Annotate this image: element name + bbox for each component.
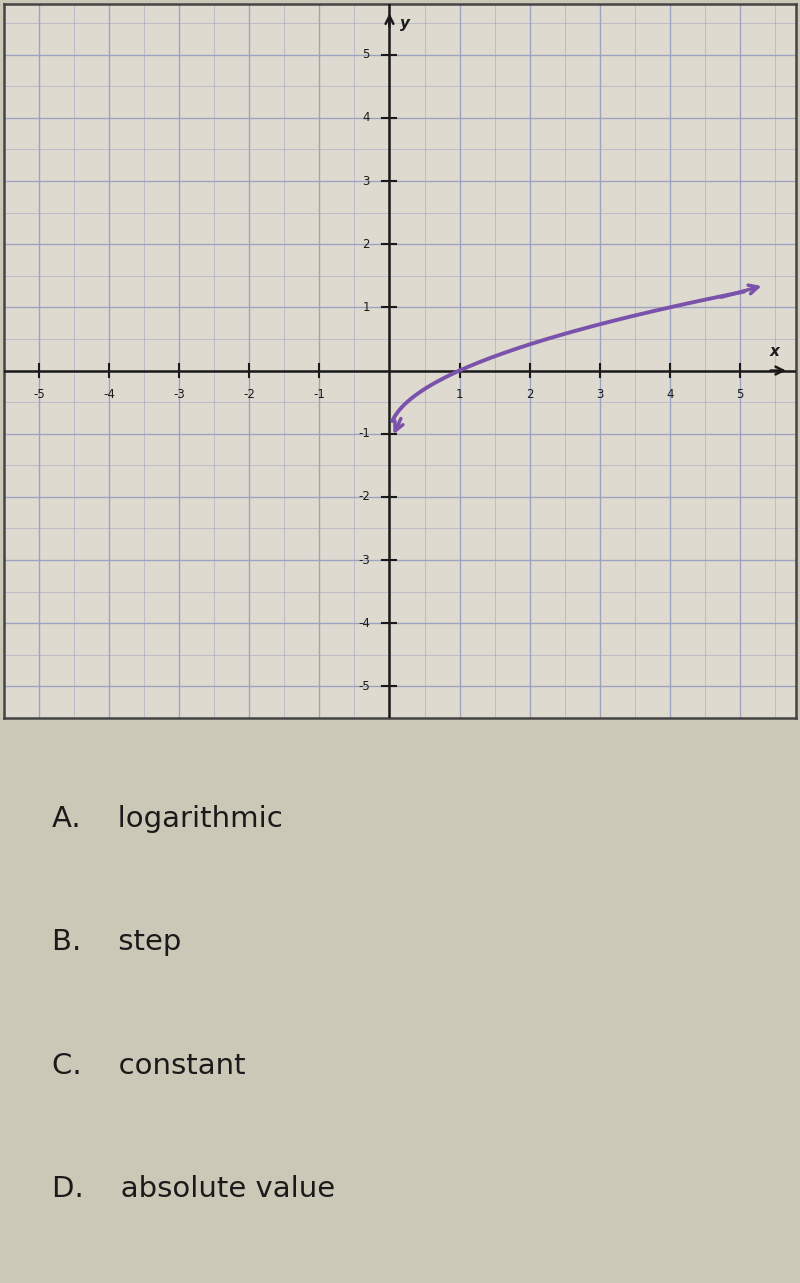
Text: 5: 5 [362,49,370,62]
Text: 1: 1 [456,389,463,402]
Text: 4: 4 [362,112,370,124]
Text: -3: -3 [174,389,185,402]
Text: 5: 5 [736,389,743,402]
Text: -3: -3 [358,553,370,567]
Text: y: y [400,15,410,31]
Text: 3: 3 [362,174,370,187]
Text: 4: 4 [666,389,674,402]
Text: -2: -2 [243,389,255,402]
Text: -1: -1 [314,389,326,402]
Text: -2: -2 [358,490,370,503]
Text: -5: -5 [358,680,370,693]
Text: 3: 3 [596,389,603,402]
Text: 1: 1 [362,302,370,314]
Text: -4: -4 [358,617,370,630]
Text: A.    logarithmic: A. logarithmic [52,804,282,833]
Text: -4: -4 [103,389,115,402]
Text: D.    absolute value: D. absolute value [52,1175,334,1203]
Text: 2: 2 [526,389,534,402]
Text: x: x [770,344,780,359]
Text: -5: -5 [34,389,45,402]
Text: 2: 2 [362,237,370,250]
Text: C.    constant: C. constant [52,1052,246,1080]
Text: B.    step: B. step [52,929,181,956]
Text: -1: -1 [358,427,370,440]
